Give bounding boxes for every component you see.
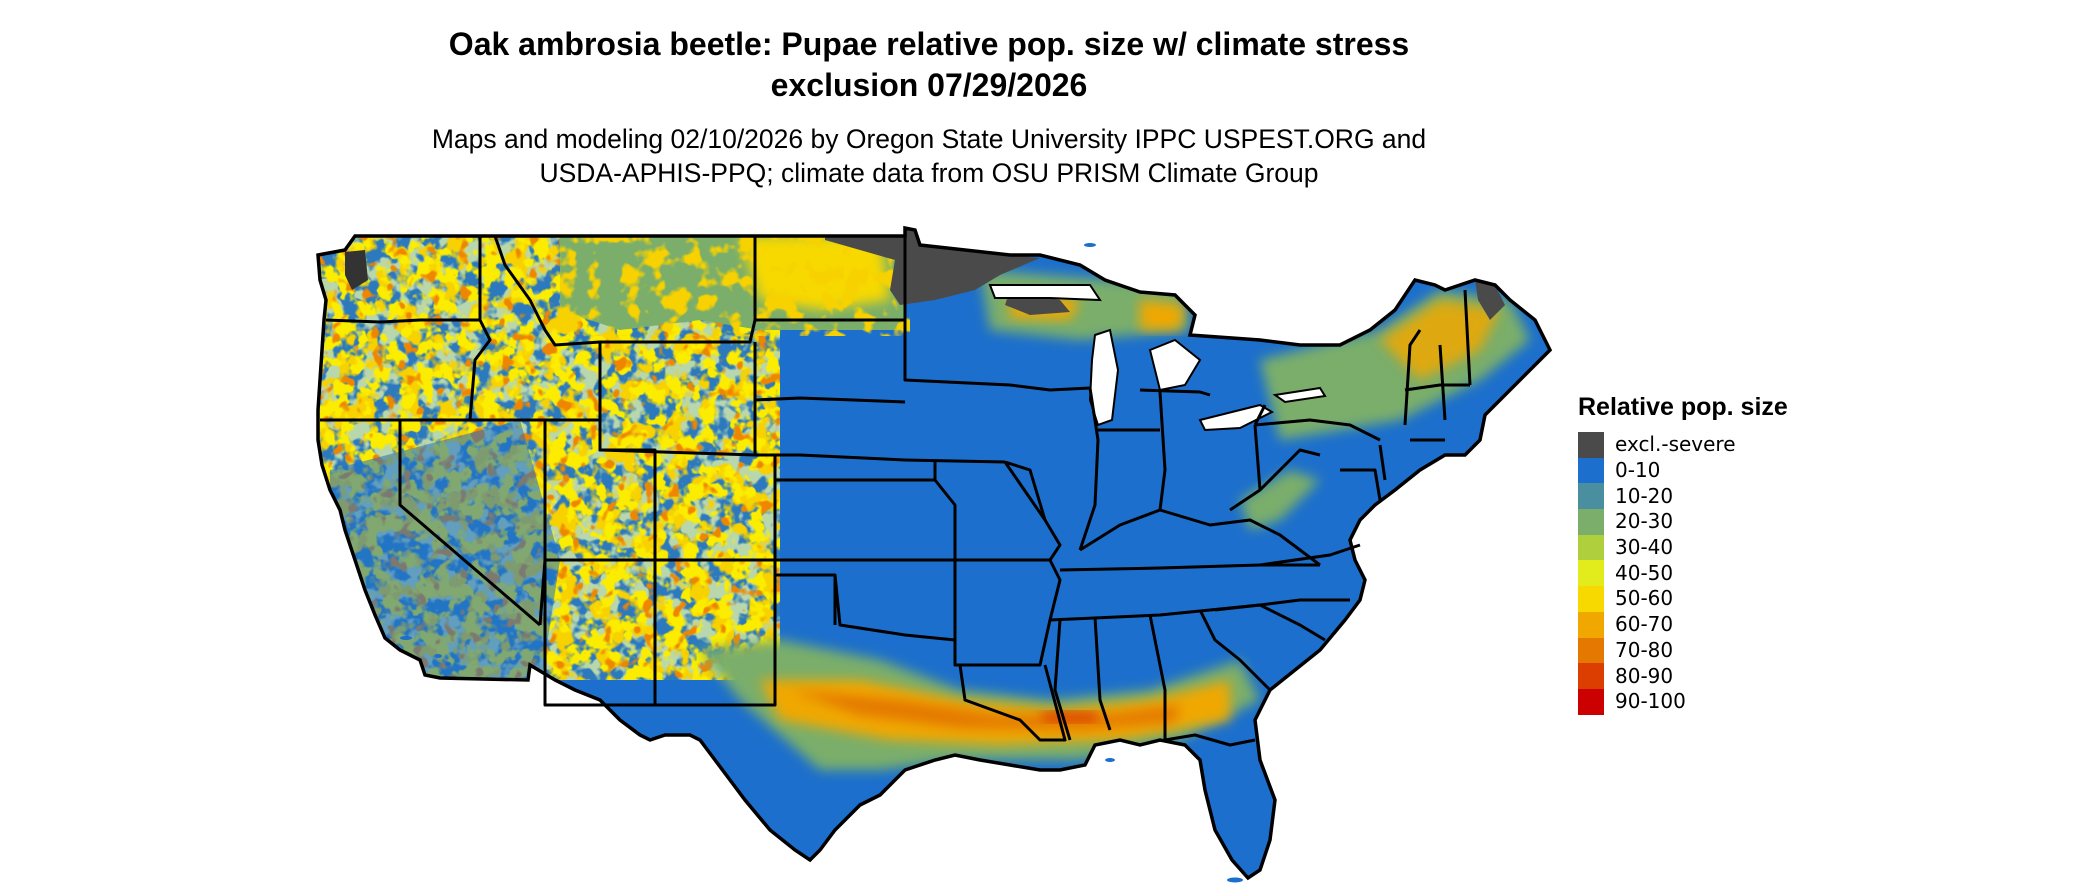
legend-swatch <box>1578 483 1604 510</box>
legend: Relative pop. size excl.-severe 0-10 10-20… <box>1578 392 1998 715</box>
legend-swatch <box>1578 432 1604 458</box>
legend-item: 90-100 <box>1578 688 1998 715</box>
map-subtitle: Maps and modeling 02/10/2026 by Oregon S… <box>0 122 1858 190</box>
legend-label: 60-70 <box>1615 612 1674 637</box>
legend-swatch <box>1578 534 1604 561</box>
legend-swatch <box>1578 637 1604 664</box>
legend-label: 90-100 <box>1615 689 1686 714</box>
legend-item: 60-70 <box>1578 611 1998 638</box>
legend-label: 30-40 <box>1615 535 1674 560</box>
legend-swatch <box>1578 688 1604 715</box>
legend-items: excl.-severe 0-10 10-20 20-30 30-40 40-50 50-6… <box>1578 432 1998 715</box>
legend-item: 0-10 <box>1578 457 1998 484</box>
legend-item: 80-90 <box>1578 663 1998 689</box>
legend-item: excl.-severe <box>1578 432 1998 458</box>
legend-label: 80-90 <box>1615 663 1674 688</box>
map-title: Oak ambrosia beetle: Pupae relative pop.… <box>0 24 1858 106</box>
us-map <box>316 226 1552 883</box>
map-subtitle-line-1: Maps and modeling 02/10/2026 by Oregon S… <box>431 124 1427 154</box>
legend-label: 10-20 <box>1615 483 1674 508</box>
legend-item: 50-60 <box>1578 586 1998 612</box>
legend-swatch <box>1578 586 1604 612</box>
legend-swatch <box>1578 663 1604 689</box>
legend-swatch <box>1578 560 1604 587</box>
legend-swatch <box>1578 611 1604 638</box>
legend-item: 20-30 <box>1578 509 1998 535</box>
legend-swatch <box>1578 457 1604 484</box>
map-title-line-1: Oak ambrosia beetle: Pupae relative pop.… <box>448 26 1410 62</box>
legend-label: 20-30 <box>1615 509 1674 534</box>
legend-label: 50-60 <box>1615 586 1674 611</box>
great-lakes <box>988 284 1327 432</box>
coast-islands <box>400 243 1243 883</box>
legend-item: 30-40 <box>1578 534 1998 561</box>
map-raster <box>318 228 1550 878</box>
map-subtitle-line-2: USDA-APHIS-PPQ; climate data from OSU PR… <box>539 158 1319 188</box>
map-title-line-2: exclusion 07/29/2026 <box>770 67 1088 103</box>
legend-label: 70-80 <box>1615 637 1674 662</box>
legend-swatch <box>1578 509 1604 535</box>
state-borders <box>320 235 1472 747</box>
legend-label: 0-10 <box>1615 458 1661 483</box>
legend-item: 70-80 <box>1578 637 1998 664</box>
legend-item: 40-50 <box>1578 560 1998 587</box>
legend-label: excl.-severe <box>1615 432 1736 457</box>
legend-item: 10-20 <box>1578 483 1998 510</box>
legend-label: 40-50 <box>1615 560 1674 585</box>
legend-title: Relative pop. size <box>1578 393 1788 421</box>
